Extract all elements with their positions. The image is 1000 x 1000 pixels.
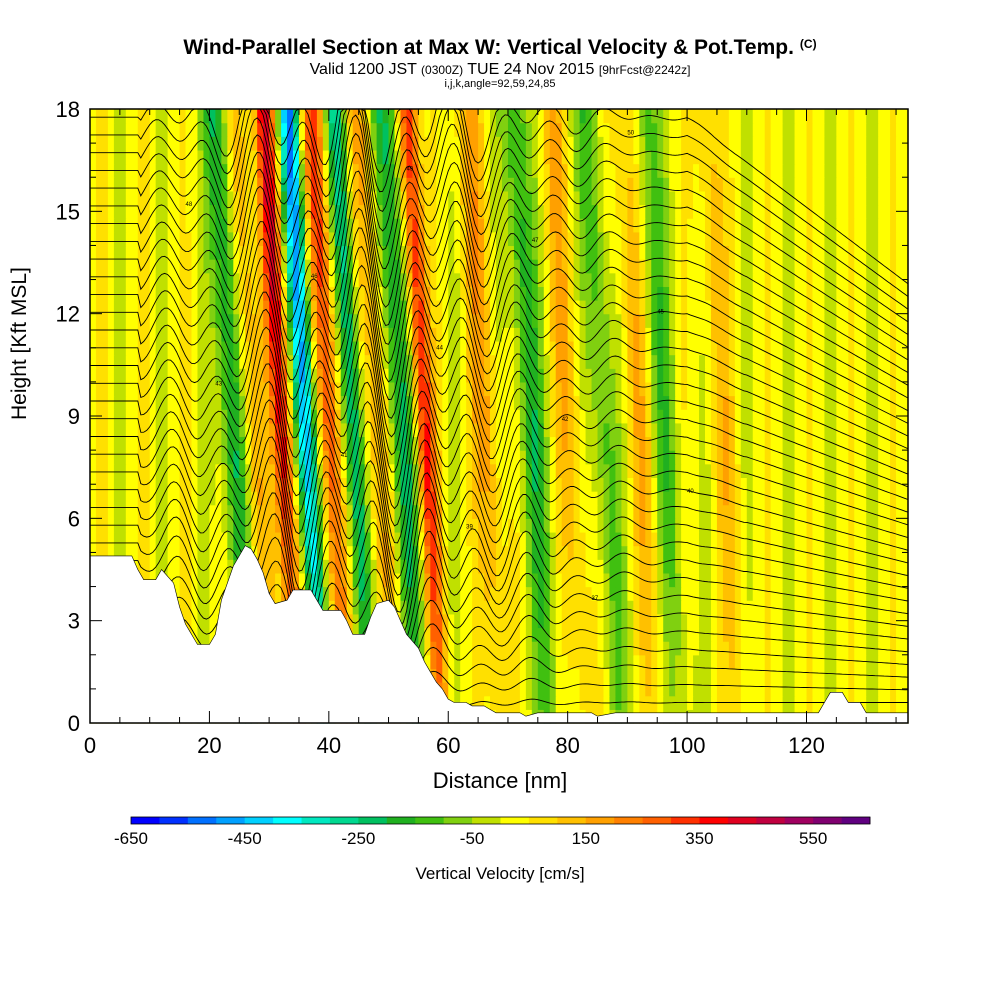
x-tick-label: 20: [197, 733, 221, 758]
colorbar-swatch: [528, 817, 558, 824]
colorbar-swatch: [784, 817, 814, 824]
isentrope-label: 39: [466, 525, 473, 531]
y-tick-label: 6: [68, 506, 80, 531]
colorbar-swatch: [273, 817, 302, 824]
colorbar-tick-label: -50: [460, 829, 485, 848]
colorbar-label: Vertical Velocity [cm/s]: [415, 864, 585, 883]
colorbar-swatch: [642, 817, 672, 824]
colorbar-swatch: [187, 817, 217, 824]
colorbar-swatch: [500, 817, 530, 824]
colorbar-swatch: [159, 817, 189, 824]
colorbar-tick-label: -650: [114, 829, 148, 848]
colorbar-swatch: [727, 817, 757, 824]
y-tick-label: 0: [68, 711, 80, 736]
colorbar: -650 -450 -250 -50 150 350 550: [114, 816, 871, 848]
isentrope-label: 41: [341, 453, 348, 459]
isentrope-label: 47: [532, 238, 539, 244]
colorbar-swatch: [614, 817, 644, 824]
colorbar-swatch: [216, 817, 246, 824]
subtitle-index: i,j,k,angle=92,59,24,85: [444, 78, 556, 90]
colorbar-tick-label: -250: [341, 829, 375, 848]
axis-ticks: [89, 108, 908, 724]
isentrope-label: 50: [627, 131, 634, 137]
subtitle-fcst: [9hrFcst@2242z]: [598, 63, 691, 77]
colorbar-swatch: [386, 817, 416, 824]
subtitle-main: Valid 1200 JST: [309, 61, 417, 78]
y-tick-label: 9: [68, 404, 80, 429]
colorbar-swatch: [557, 817, 587, 824]
x-tick-label: 0: [84, 733, 96, 758]
isentrope-label: 48: [186, 202, 193, 208]
subtitle-utc: (0300Z): [421, 63, 464, 77]
colorbar-tick-label: 550: [799, 829, 827, 848]
colorbar-tick-label: 350: [685, 829, 713, 848]
x-tick-label: 120: [788, 733, 825, 758]
isentrope-label: 44: [436, 345, 443, 351]
colorbar-swatch: [131, 817, 160, 824]
isentrope-label: 40: [687, 489, 694, 495]
chart-subtitle: Valid 1200 JST (0300Z) TUE 24 Nov 2015 […: [0, 61, 1000, 79]
colorbar-swatch: [699, 817, 729, 824]
x-tick-label: 100: [669, 733, 706, 758]
isentrope-label: 43: [215, 381, 222, 387]
isentrope-label: 42: [562, 417, 569, 423]
isentrope-label: 49: [406, 166, 413, 172]
isentrope-label: 46: [311, 274, 318, 280]
isentrope-label: 37: [592, 596, 599, 602]
colorbar-swatch: [813, 817, 842, 824]
y-tick-label: 3: [68, 609, 80, 634]
colorbar-swatch: [671, 817, 700, 824]
colorbar-swatch: [301, 817, 331, 824]
subtitle-date: TUE 24 Nov 2015: [467, 61, 595, 78]
y-tick-label: 15: [56, 199, 80, 224]
y-tick-label: 18: [56, 97, 80, 122]
title-mark: (C): [799, 37, 817, 51]
x-axis-label: Distance [nm]: [432, 768, 568, 793]
colorbar-swatch: [585, 817, 615, 824]
colorbar-swatch: [756, 817, 786, 824]
chart-title: Wind-Parallel Section at Max W: Vertical…: [183, 36, 817, 59]
x-tick-label: 60: [436, 733, 460, 758]
colorbar-swatch: [358, 817, 388, 824]
y-axis-label: Height [Kft MSL]: [8, 267, 31, 420]
isentrope-label: 45: [657, 310, 664, 316]
colorbar-swatch: [443, 817, 473, 824]
x-tick-label: 40: [317, 733, 341, 758]
colorbar-swatch: [244, 817, 274, 824]
y-tick-label: 12: [56, 302, 80, 327]
colorbar-tick-label: 150: [572, 829, 600, 848]
colorbar-tick-label: -450: [228, 829, 262, 848]
colorbar-swatch: [841, 817, 871, 824]
terrain-mask: [89, 545, 909, 724]
colorbar-swatch: [329, 817, 359, 824]
x-tick-label: 80: [555, 733, 579, 758]
colorbar-swatch: [472, 817, 501, 824]
colorbar-swatch: [415, 817, 445, 824]
